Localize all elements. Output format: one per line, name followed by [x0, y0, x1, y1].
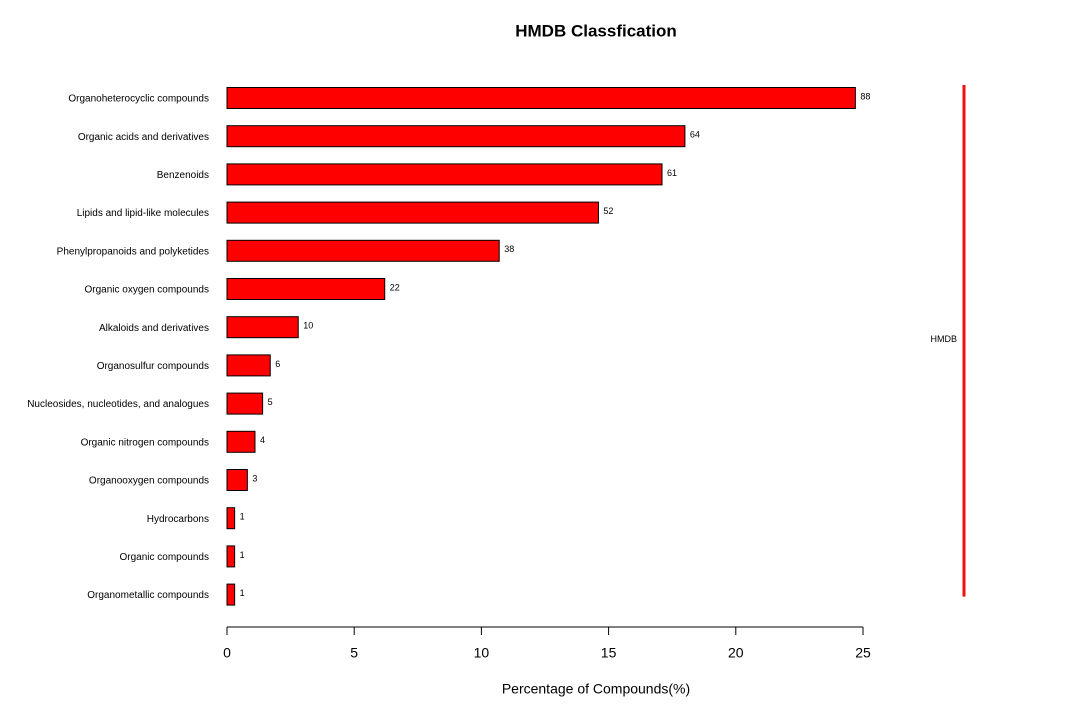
category-label: Organic compounds	[120, 552, 210, 563]
count-label: 3	[252, 473, 257, 483]
category-label: Lipids and lipid-like molecules	[77, 208, 209, 219]
x-tick-label: 15	[601, 645, 617, 661]
x-tick-label: 25	[855, 645, 871, 661]
count-label: 1	[240, 550, 245, 560]
x-tick-label: 20	[728, 645, 744, 661]
bar	[226, 316, 299, 339]
bar	[226, 239, 500, 262]
category-label: Organic oxygen compounds	[84, 285, 209, 296]
category-label: Organooxygen compounds	[89, 476, 209, 487]
bar	[226, 201, 599, 224]
bar	[226, 87, 856, 109]
category-label: Benzenoids	[157, 170, 209, 181]
count-label: 22	[390, 282, 400, 292]
count-label: 38	[504, 244, 514, 254]
category-label: Organosulfur compounds	[97, 361, 209, 372]
bar	[226, 430, 256, 453]
category-label: Organoheterocyclic compounds	[68, 94, 209, 105]
category-label: Organic nitrogen compounds	[81, 437, 209, 448]
bar	[226, 163, 663, 186]
category-label: Nucleosides, nucleotides, and analogues	[27, 399, 209, 410]
count-label: 4	[260, 435, 265, 445]
group-label: HMDB	[931, 334, 958, 344]
category-label: Phenylpropanoids and polyketides	[57, 246, 209, 257]
count-label: 1	[240, 512, 245, 522]
bar	[226, 545, 236, 568]
bar	[226, 583, 236, 606]
category-label: Organometallic compounds	[87, 590, 209, 601]
count-label: 61	[667, 168, 677, 178]
count-label: 64	[690, 130, 700, 140]
count-label: 6	[275, 359, 280, 369]
x-tick-label: 10	[474, 645, 490, 661]
x-tick-label: 0	[223, 645, 231, 661]
count-label: 10	[303, 321, 313, 331]
bar	[226, 392, 264, 415]
bar	[226, 125, 686, 148]
count-label: 5	[268, 397, 273, 407]
bar	[226, 354, 271, 377]
bar	[226, 507, 236, 530]
bar	[226, 278, 386, 300]
bar	[226, 469, 248, 491]
x-tick-label: 5	[350, 645, 358, 661]
count-label: 1	[240, 588, 245, 598]
x-axis-label: Percentage of Compounds(%)	[502, 681, 690, 697]
count-label: 88	[860, 91, 870, 101]
category-label: Alkaloids and derivatives	[99, 323, 209, 334]
category-label: Organic acids and derivatives	[78, 132, 209, 143]
count-label: 52	[603, 206, 613, 216]
category-label: Hydrocarbons	[147, 514, 209, 525]
chart-title: HMDB Classfication	[515, 21, 677, 40]
